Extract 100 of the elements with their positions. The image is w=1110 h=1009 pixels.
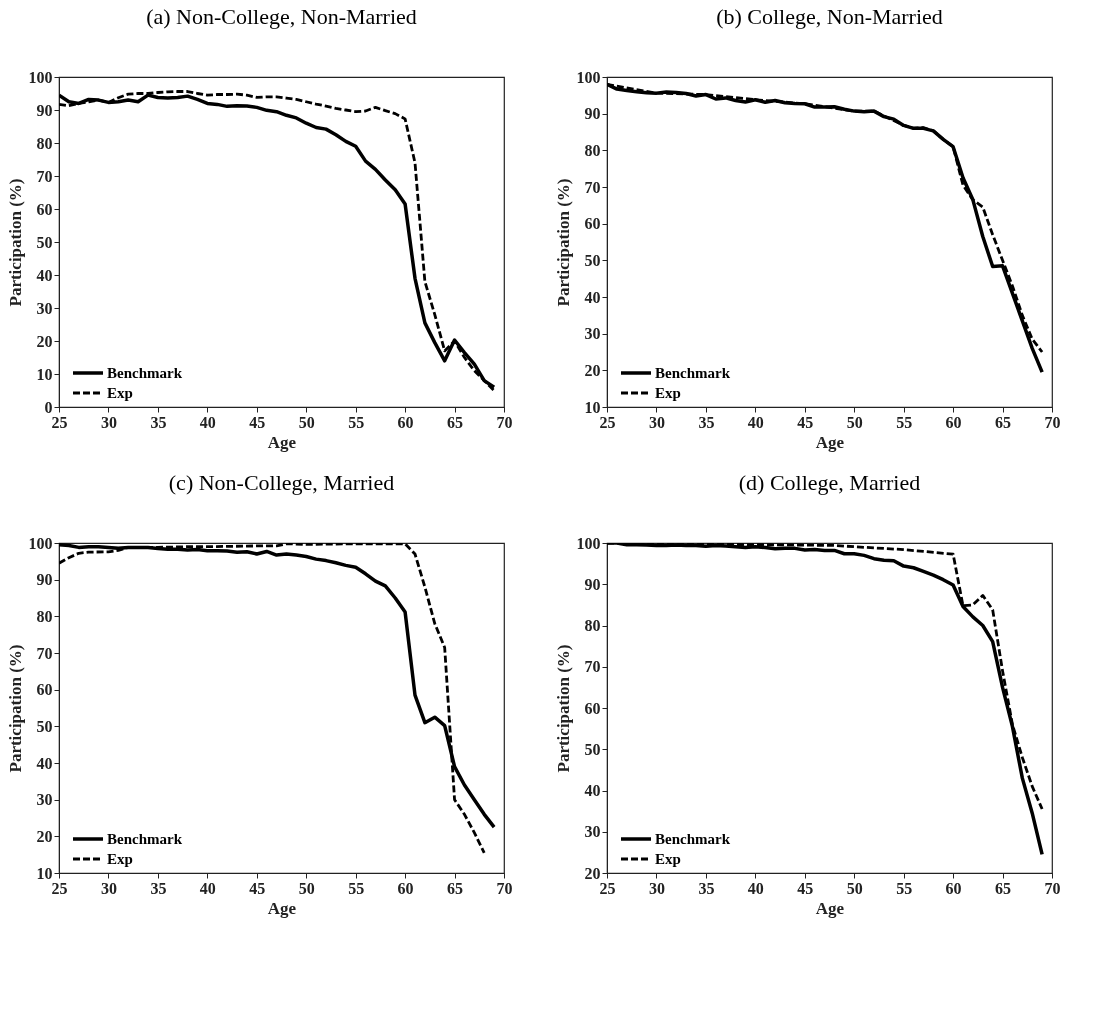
y-tick-label: 90 [36, 101, 53, 119]
y-axis-title: Participation (%) [5, 644, 25, 773]
x-tick-label: 70 [496, 413, 513, 431]
x-tick-label: 60 [945, 879, 962, 897]
y-tick-label: 30 [36, 299, 53, 317]
x-tick-label: 40 [747, 879, 764, 897]
y-tick-label: 20 [584, 361, 601, 379]
x-tick-label: 55 [348, 413, 365, 431]
x-tick-label: 55 [896, 879, 913, 897]
x-tick-label: 25 [599, 879, 616, 897]
x-tick-label: 25 [599, 413, 616, 431]
y-tick-label: 70 [36, 644, 53, 662]
y-tick-label: 80 [584, 617, 601, 634]
x-axis-title: Age [267, 432, 297, 452]
y-tick-label: 20 [584, 864, 601, 882]
x-tick-label: 45 [249, 413, 266, 431]
y-tick-label: 20 [36, 332, 53, 350]
x-tick-label: 60 [397, 879, 414, 897]
x-tick-label: 45 [249, 879, 266, 897]
x-axis-title: Age [815, 898, 845, 918]
y-tick-label: 90 [36, 571, 53, 589]
x-tick-label: 30 [648, 413, 665, 431]
y-axis-title: Participation (%) [553, 644, 573, 773]
x-tick-label: 50 [298, 413, 315, 431]
y-tick-label: 50 [36, 233, 53, 251]
legend-label: Benchmark [655, 365, 731, 381]
y-tick-label: 40 [36, 266, 53, 284]
x-tick-label: 50 [846, 879, 863, 897]
y-tick-label: 100 [576, 68, 601, 86]
y-tick-label: 50 [584, 740, 601, 758]
chart-title: (c) Non-College, Married [168, 470, 395, 495]
y-tick-label: 30 [584, 325, 601, 343]
x-tick-label: 60 [397, 413, 414, 431]
x-tick-label: 25 [51, 879, 68, 897]
y-axis-title: Participation (%) [5, 178, 25, 307]
y-tick-label: 100 [28, 534, 53, 552]
x-tick-label: 35 [150, 879, 167, 897]
x-tick-label: 65 [447, 413, 464, 431]
y-tick-label: 70 [36, 167, 53, 185]
y-tick-label: 90 [584, 575, 601, 593]
x-tick-label: 65 [995, 413, 1012, 431]
x-tick-label: 35 [698, 879, 715, 897]
y-tick-label: 40 [584, 288, 601, 306]
y-tick-label: 40 [584, 782, 601, 799]
y-tick-label: 60 [36, 681, 53, 699]
y-tick-label: 100 [576, 534, 601, 552]
x-axis-title: Age [815, 432, 845, 452]
x-tick-label: 40 [199, 879, 216, 897]
y-tick-label: 60 [584, 699, 601, 717]
y-tick-label: 0 [44, 398, 53, 416]
legend-label: Exp [107, 385, 133, 401]
y-tick-label: 60 [584, 215, 601, 233]
chart-title: (b) College, Non-Married [716, 4, 943, 29]
x-tick-label: 60 [945, 413, 962, 431]
x-tick-label: 65 [447, 879, 464, 897]
y-tick-label: 80 [584, 141, 601, 159]
y-tick-label: 50 [584, 251, 601, 269]
y-tick-label: 100 [28, 68, 53, 86]
y-axis-title: Participation (%) [553, 178, 573, 307]
legend-label: Exp [107, 851, 133, 867]
y-tick-label: 90 [584, 105, 601, 123]
y-tick-label: 30 [36, 791, 53, 809]
legend-label: Benchmark [107, 831, 183, 847]
y-tick-label: 80 [36, 607, 53, 625]
y-tick-label: 10 [36, 864, 53, 882]
y-tick-label: 50 [36, 717, 53, 735]
x-tick-label: 40 [747, 413, 764, 431]
y-tick-label: 70 [584, 178, 601, 196]
legend-label: Exp [655, 385, 681, 401]
x-tick-label: 70 [496, 879, 513, 897]
chart-title: (a) Non-College, Non-Married [146, 4, 417, 29]
x-tick-label: 35 [698, 413, 715, 431]
y-tick-label: 70 [584, 658, 601, 676]
x-tick-label: 65 [995, 879, 1012, 897]
y-tick-label: 10 [584, 398, 601, 416]
x-tick-label: 30 [648, 879, 665, 897]
x-tick-label: 45 [797, 413, 814, 431]
x-tick-label: 30 [100, 879, 117, 897]
x-tick-label: 55 [348, 879, 365, 897]
legend-label: Benchmark [107, 365, 183, 381]
x-tick-label: 30 [100, 413, 117, 431]
x-axis-title: Age [267, 898, 297, 918]
legend-label: Exp [655, 851, 681, 867]
x-tick-label: 50 [298, 879, 315, 897]
x-tick-label: 70 [1044, 879, 1061, 897]
y-tick-label: 80 [36, 134, 53, 152]
y-tick-label: 10 [36, 365, 53, 383]
y-tick-label: 30 [584, 823, 601, 841]
x-tick-label: 70 [1044, 413, 1061, 431]
x-tick-label: 50 [846, 413, 863, 431]
legend-label: Benchmark [655, 831, 731, 847]
x-tick-label: 40 [199, 413, 216, 431]
y-tick-label: 60 [36, 200, 53, 218]
x-tick-label: 35 [150, 413, 167, 431]
x-tick-label: 55 [896, 413, 913, 431]
chart-title: (d) College, Married [738, 470, 921, 495]
x-tick-label: 25 [51, 413, 68, 431]
y-tick-label: 40 [36, 754, 53, 772]
x-tick-label: 45 [797, 879, 814, 897]
y-tick-label: 20 [36, 827, 53, 845]
